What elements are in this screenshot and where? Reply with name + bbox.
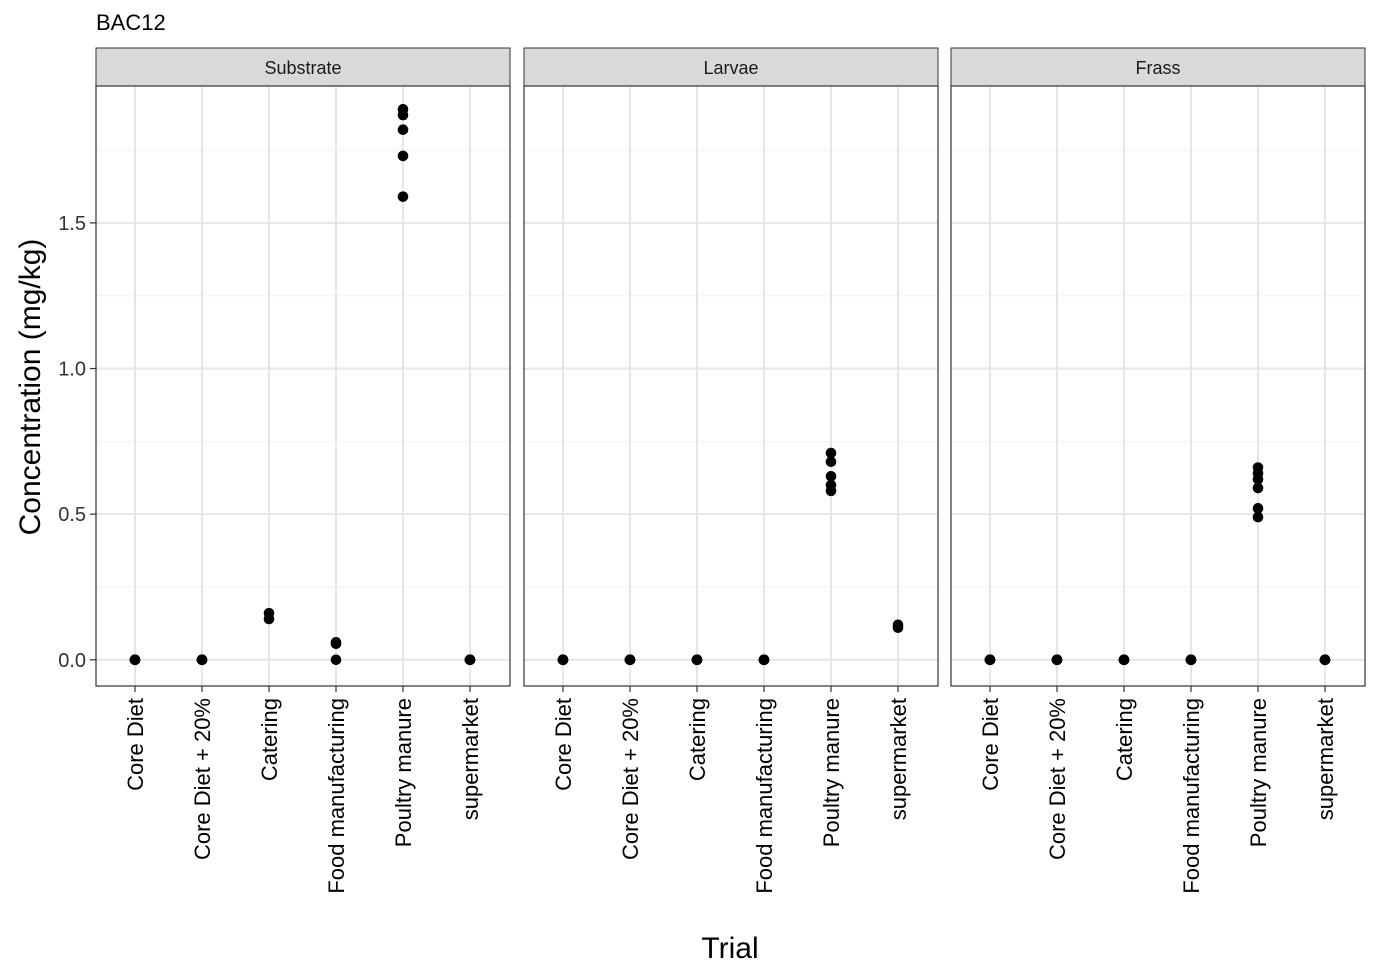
data-point — [826, 471, 837, 482]
x-tick-label: Food manufacturing — [1179, 698, 1204, 894]
data-point — [759, 654, 770, 665]
x-tick-label: Core Diet — [123, 698, 148, 791]
data-point — [1119, 654, 1130, 665]
x-tick-label: supermarket — [886, 698, 911, 820]
x-tick-label: Catering — [1112, 698, 1137, 781]
y-tick-label: 1.5 — [58, 213, 86, 235]
facet-strip-label: Substrate — [264, 58, 341, 78]
panel-background — [524, 86, 938, 686]
x-tick-label: Food manufacturing — [752, 698, 777, 894]
y-tick-label: 0.5 — [58, 504, 86, 526]
data-point — [558, 654, 569, 665]
data-point — [1320, 654, 1331, 665]
y-axis-title: Concentration (mg/kg) — [14, 239, 47, 536]
panel-background — [96, 86, 510, 686]
x-tick-label: Poultry manure — [819, 698, 844, 847]
data-point — [893, 620, 904, 631]
facet-strip-label: Frass — [1136, 58, 1181, 78]
data-point — [1253, 462, 1264, 473]
x-tick-label: Core Diet — [551, 698, 576, 791]
x-tick-label: Core Diet + 20% — [190, 698, 215, 860]
x-tick-label: supermarket — [1313, 698, 1338, 820]
data-point — [692, 654, 703, 665]
data-point — [985, 654, 996, 665]
facet-strip-label: Larvae — [703, 58, 758, 78]
data-point — [625, 654, 636, 665]
facet-panel-larvae: Larvae Core Diet Core Diet + 20% Catering Fo… — [524, 48, 938, 894]
facet-panel-substrate: Substrate Core Diet Core Diet + 20% Caterin… — [96, 48, 510, 894]
data-point — [331, 654, 342, 665]
x-tick-label: Core Diet + 20% — [618, 698, 643, 860]
facet-panel-frass: Frass Core Diet Core Diet + 20% Catering Foo… — [951, 48, 1365, 894]
facet-panels: Substrate Core Diet Core Diet + 20% Caterin… — [96, 48, 1365, 894]
y-axis: 0.0 0.5 1.0 1.5 — [58, 213, 96, 672]
panel-background — [951, 86, 1365, 686]
data-point — [331, 638, 342, 649]
data-point — [1186, 654, 1197, 665]
data-point — [264, 608, 275, 619]
x-tick-label: Core Diet — [978, 698, 1003, 791]
x-tick-label: Catering — [257, 698, 282, 781]
data-point — [398, 124, 409, 135]
data-point — [1052, 654, 1063, 665]
x-tick-label: Core Diet + 20% — [1045, 698, 1070, 860]
x-tick-label: Food manufacturing — [324, 698, 349, 894]
data-point — [1253, 503, 1264, 514]
x-tick-label: Poultry manure — [391, 698, 416, 847]
data-point — [398, 104, 409, 115]
data-point — [398, 151, 409, 162]
x-axis-title: Trial — [701, 932, 758, 965]
chart-title: BAC12 — [96, 10, 166, 35]
x-tick-label: Catering — [685, 698, 710, 781]
data-point — [398, 191, 409, 202]
data-point — [826, 448, 837, 459]
y-tick-label: 1.0 — [58, 359, 86, 381]
data-point — [130, 654, 141, 665]
data-point — [465, 654, 476, 665]
y-tick-label: 0.0 — [58, 650, 86, 672]
x-tick-label: supermarket — [458, 698, 483, 820]
data-point — [197, 654, 208, 665]
x-tick-label: Poultry manure — [1246, 698, 1271, 847]
